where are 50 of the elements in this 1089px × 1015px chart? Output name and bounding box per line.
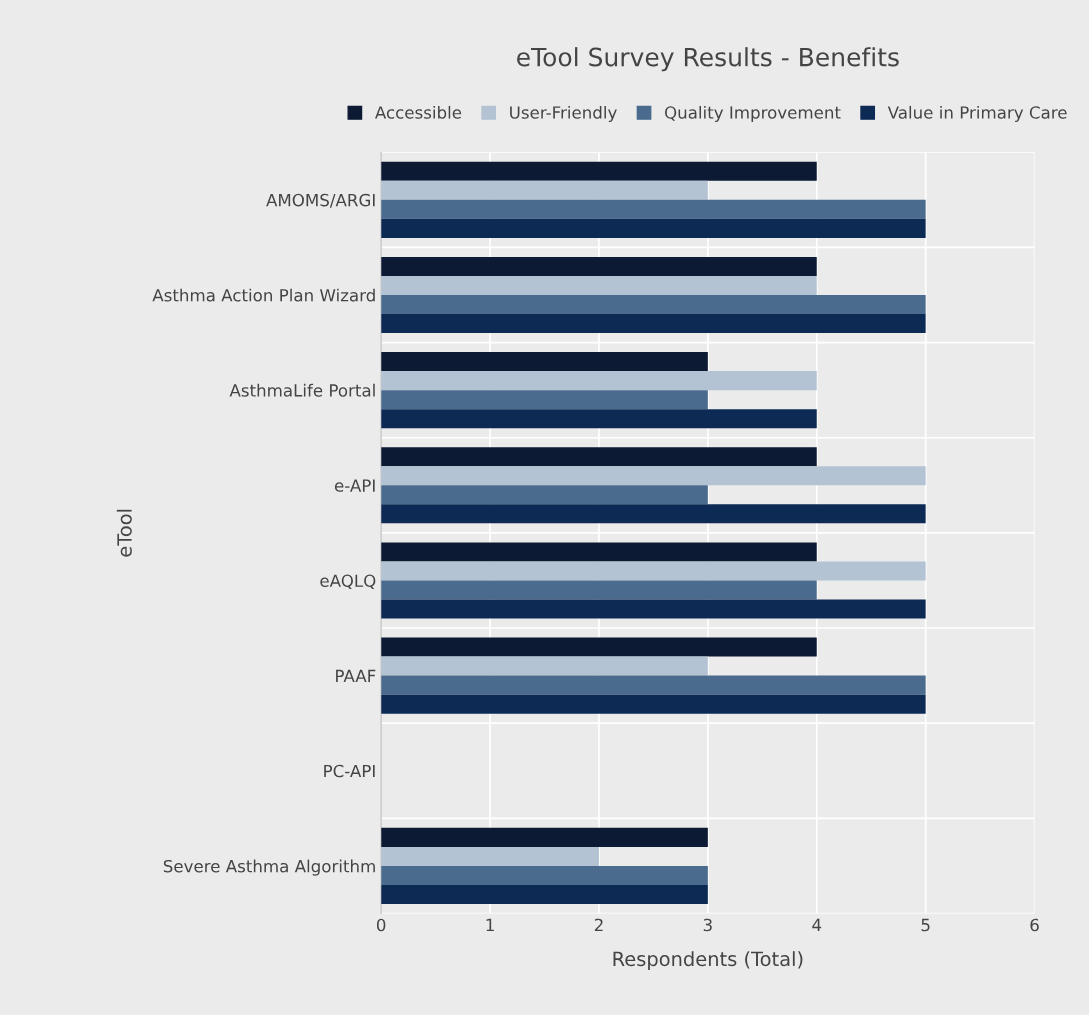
x-tick-label: 0 bbox=[376, 918, 386, 932]
bar bbox=[381, 161, 817, 181]
bar bbox=[381, 561, 926, 581]
bar bbox=[381, 294, 926, 315]
x-tick-label: 5 bbox=[921, 918, 930, 932]
legend-label: User-Friendly bbox=[510, 105, 617, 123]
bar bbox=[381, 865, 708, 885]
legend-label: Quality Improvement bbox=[664, 105, 841, 123]
y-tick-label: PAAF bbox=[336, 669, 376, 682]
y-tick-label: Severe Asthma Algorithm bbox=[163, 859, 375, 876]
bar bbox=[381, 675, 926, 695]
x-tick-label: 4 bbox=[812, 918, 822, 932]
bar bbox=[381, 827, 708, 847]
bar bbox=[381, 371, 817, 391]
bar bbox=[381, 542, 817, 562]
x-tick-label: 1 bbox=[486, 918, 494, 932]
bar bbox=[381, 256, 817, 276]
bar bbox=[381, 314, 926, 334]
y-tick-label: AMOMS/ARGI bbox=[266, 193, 375, 208]
legend-label: Accessible bbox=[374, 105, 462, 119]
bar bbox=[381, 656, 708, 676]
bar bbox=[381, 694, 926, 714]
bar bbox=[381, 884, 708, 904]
x-tick-label: 3 bbox=[703, 918, 712, 932]
y-tick-label: PC-API bbox=[324, 764, 375, 778]
bar bbox=[381, 504, 926, 524]
x-axis-title: Respondents (Total) bbox=[613, 951, 803, 970]
bar bbox=[381, 485, 708, 505]
y-tick-label: AsthmaLife Portal bbox=[229, 383, 375, 397]
bar bbox=[381, 390, 708, 410]
legend-label: Value in Primary Care bbox=[887, 105, 1067, 123]
x-tick-label: 6 bbox=[1030, 918, 1039, 932]
bar bbox=[381, 409, 817, 429]
bar bbox=[381, 846, 599, 866]
bar bbox=[381, 180, 708, 200]
y-axis-title: eTool bbox=[116, 509, 132, 557]
bar bbox=[381, 447, 817, 467]
bar bbox=[381, 637, 817, 657]
y-tick-label: e-API bbox=[334, 479, 375, 492]
y-tick-label: eAQLQ bbox=[320, 574, 376, 589]
bar bbox=[381, 218, 926, 238]
bar bbox=[381, 352, 708, 372]
chart-title: eTool Survey Results - Benefits bbox=[517, 47, 899, 72]
bar bbox=[381, 199, 926, 219]
bar bbox=[381, 580, 817, 600]
y-tick-label: Asthma Action Plan Wizard bbox=[152, 288, 375, 302]
bar bbox=[381, 275, 817, 295]
bar bbox=[381, 599, 926, 619]
x-tick-label: 2 bbox=[594, 918, 603, 932]
bar bbox=[381, 466, 926, 486]
